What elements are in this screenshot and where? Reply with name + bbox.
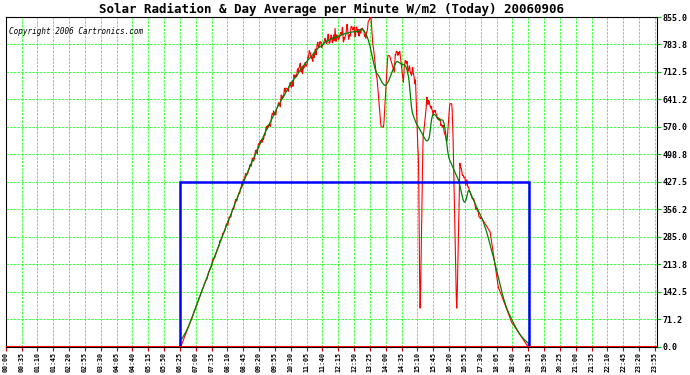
Text: Copyright 2006 Cartronics.com: Copyright 2006 Cartronics.com [9,27,143,36]
Title: Solar Radiation & Day Average per Minute W/m2 (Today) 20060906: Solar Radiation & Day Average per Minute… [99,3,564,16]
Bar [180,182,529,346]
